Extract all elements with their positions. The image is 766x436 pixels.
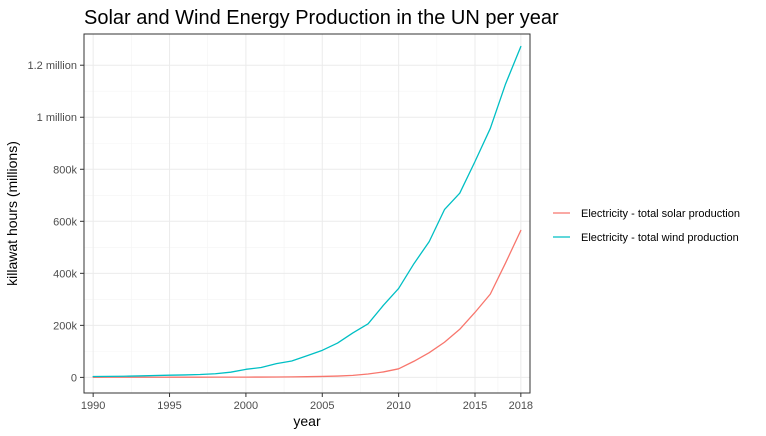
data-point [444,342,445,343]
data-point [215,377,216,378]
data-point [138,375,139,376]
y-axis-title: killawat hours (millions) [4,141,20,286]
y-tick-label: 0 [71,372,77,384]
data-point [230,377,231,378]
data-point [352,332,353,333]
legend-item: Electricity - total wind production [553,232,739,244]
data-point [169,377,170,378]
data-point [490,294,491,295]
data-point [322,376,323,377]
data-point [505,262,506,263]
x-tick-label: 1990 [81,400,105,412]
major-gridlines [84,34,530,393]
series-wind [92,45,522,378]
data-point [368,323,369,324]
data-point [291,376,292,377]
data-point [429,352,430,353]
data-point [505,83,506,84]
legend-label: Electricity - total wind production [581,232,739,244]
x-tick-label: 2005 [310,400,334,412]
data-point [276,376,277,377]
y-tick-label: 600k [53,216,77,228]
x-tick-label: 2015 [463,400,487,412]
data-point [337,342,338,343]
data-point [199,374,200,375]
data-point [459,193,460,194]
chart-title: Solar and Wind Energy Production in the … [84,7,559,29]
legend-item: Electricity - total solar production [553,208,740,220]
data-point [444,209,445,210]
x-tick-label: 1995 [157,400,181,412]
data-point [474,161,475,162]
data-point [93,376,94,377]
data-point [199,377,200,378]
y-tick-label: 400k [53,268,77,280]
legend: Electricity - total solar production Elec… [553,208,740,244]
legend-label: Electricity - total solar production [581,208,740,220]
data-point [245,369,246,370]
data-point [490,128,491,129]
x-tick-label: 2000 [234,400,258,412]
data-point [184,377,185,378]
data-point [398,288,399,289]
minor-gridlines [84,34,530,393]
x-axis: 1990 1995 2000 2005 2010 2015 2018 [81,393,533,412]
y-axis: 0 200k 400k 600k 800k 1 million 1.2 million [27,60,84,384]
data-point [261,367,262,368]
data-point [474,312,475,313]
data-point [215,373,216,374]
data-point [245,377,246,378]
data-point [306,355,307,356]
data-point [429,241,430,242]
data-point [520,46,521,47]
series-line-solar [92,229,522,378]
data-point [306,376,307,377]
data-point [413,263,414,264]
data-point [169,375,170,376]
y-tick-label: 800k [53,164,77,176]
data-point [154,375,155,376]
data-point [322,350,323,351]
data-point [291,360,292,361]
data-point [184,374,185,375]
series-line-wind [92,45,522,378]
data-point [459,329,460,330]
data-point [154,377,155,378]
series-layer [92,45,522,378]
series-solar [92,229,522,378]
data-point [383,371,384,372]
data-point [398,368,399,369]
data-point [138,377,139,378]
x-tick-label: 2018 [509,400,533,412]
data-point [520,230,521,231]
x-tick-label: 2010 [386,400,410,412]
data-point [352,375,353,376]
plot-panel-border [83,33,531,394]
x-axis-title: year [293,413,321,429]
data-point [230,372,231,373]
data-point [368,373,369,374]
y-tick-label: 1 million [37,112,77,124]
data-point [337,375,338,376]
data-point [123,376,124,377]
data-point [276,363,277,364]
data-point [413,361,414,362]
data-point [383,305,384,306]
data-point [108,376,109,377]
y-tick-label: 1.2 million [27,60,77,72]
y-tick-label: 200k [53,320,77,332]
data-point [261,376,262,377]
